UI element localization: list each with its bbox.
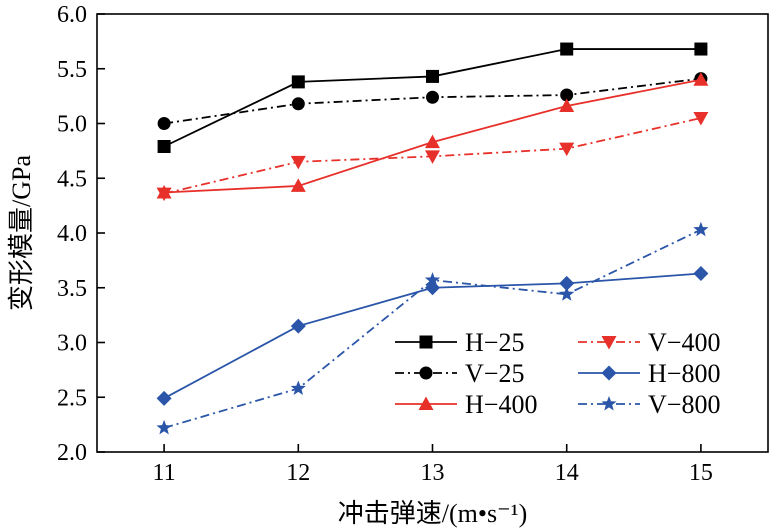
data-point: [290, 318, 306, 334]
y-tick-label: 5.5: [57, 57, 87, 83]
y-tick-label: 6.0: [57, 2, 87, 28]
legend-label: V−25: [465, 359, 524, 388]
x-tick-label: 14: [555, 460, 579, 486]
data-point: [291, 97, 305, 111]
data-point: [693, 112, 709, 126]
legend-label: H−25: [465, 328, 524, 357]
data-point: [156, 390, 172, 406]
x-tick-label: 15: [689, 460, 713, 486]
y-tick-label: 5.0: [57, 112, 87, 138]
y-tick-label: 2.5: [57, 385, 87, 411]
series-layer: [156, 42, 709, 435]
series-1: [157, 42, 708, 153]
legend-label: H−800: [648, 359, 720, 388]
data-point: [290, 380, 306, 395]
data-point: [693, 72, 709, 86]
y-tick-label: 2.0: [57, 440, 87, 466]
data-point: [559, 98, 575, 112]
legend-item: V−800: [578, 390, 720, 419]
data-point: [424, 272, 441, 287]
y-tick-label: 4.0: [57, 221, 87, 247]
data-point: [291, 75, 305, 89]
legend-marker: [419, 366, 433, 380]
x-tick-label: 12: [286, 460, 310, 486]
legend-item: H−800: [578, 359, 720, 388]
y-tick-label: 3.0: [57, 331, 87, 357]
x-tick-label: 13: [421, 460, 445, 486]
data-point: [694, 42, 708, 56]
legend-item: V−25: [395, 359, 524, 388]
data-point: [157, 139, 171, 153]
data-point: [426, 90, 439, 104]
data-point: [559, 286, 575, 301]
data-point: [559, 275, 575, 291]
y-tick-label: 4.5: [57, 166, 87, 192]
data-point: [290, 178, 306, 192]
data-point: [560, 42, 574, 56]
legend-label: V−800: [648, 390, 720, 419]
data-point: [560, 88, 574, 102]
data-point: [425, 134, 440, 149]
series-line: [163, 228, 702, 429]
data-point: [157, 117, 171, 130]
legend-marker: [601, 396, 617, 411]
x-axis-label: 冲击弹速/(m•s⁻¹): [338, 499, 528, 528]
y-tick-label: 3.5: [57, 276, 87, 302]
legend-item: V−400: [578, 328, 720, 357]
legend-item: H−25: [395, 328, 524, 357]
legend-marker: [419, 335, 433, 349]
data-point: [693, 221, 709, 237]
series-4: [156, 112, 709, 202]
data-point: [425, 150, 440, 164]
y-axis-label: 变形模量/GPa: [7, 155, 36, 311]
legend-marker: [601, 336, 617, 350]
legend-label: H−400: [465, 390, 537, 419]
data-point: [290, 155, 306, 170]
data-point: [156, 419, 172, 435]
legend-marker: [418, 396, 434, 410]
legend-label: V−400: [648, 328, 720, 357]
series-3: [156, 72, 709, 199]
series-6: [156, 221, 709, 435]
series-5: [156, 266, 709, 406]
data-point: [156, 187, 172, 202]
data-point: [693, 266, 709, 282]
data-point: [426, 69, 439, 83]
axes: 11 12 13 14 15 2.0 2.5 3.0 3.5 4.0 4.5 5.0 5.5 6.0: [57, 2, 769, 486]
legend-item: H−400: [395, 390, 537, 419]
x-tick-label: 11: [153, 460, 176, 486]
data-point: [559, 142, 575, 157]
legend-marker: [601, 365, 617, 381]
